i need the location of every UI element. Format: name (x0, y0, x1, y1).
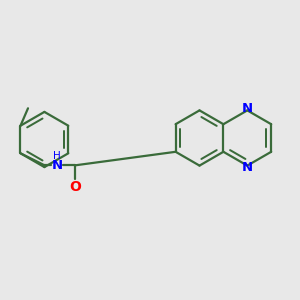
Text: H: H (53, 151, 61, 161)
Text: N: N (242, 102, 253, 116)
Text: O: O (70, 180, 81, 194)
Text: N: N (52, 159, 63, 172)
Text: N: N (242, 160, 253, 174)
